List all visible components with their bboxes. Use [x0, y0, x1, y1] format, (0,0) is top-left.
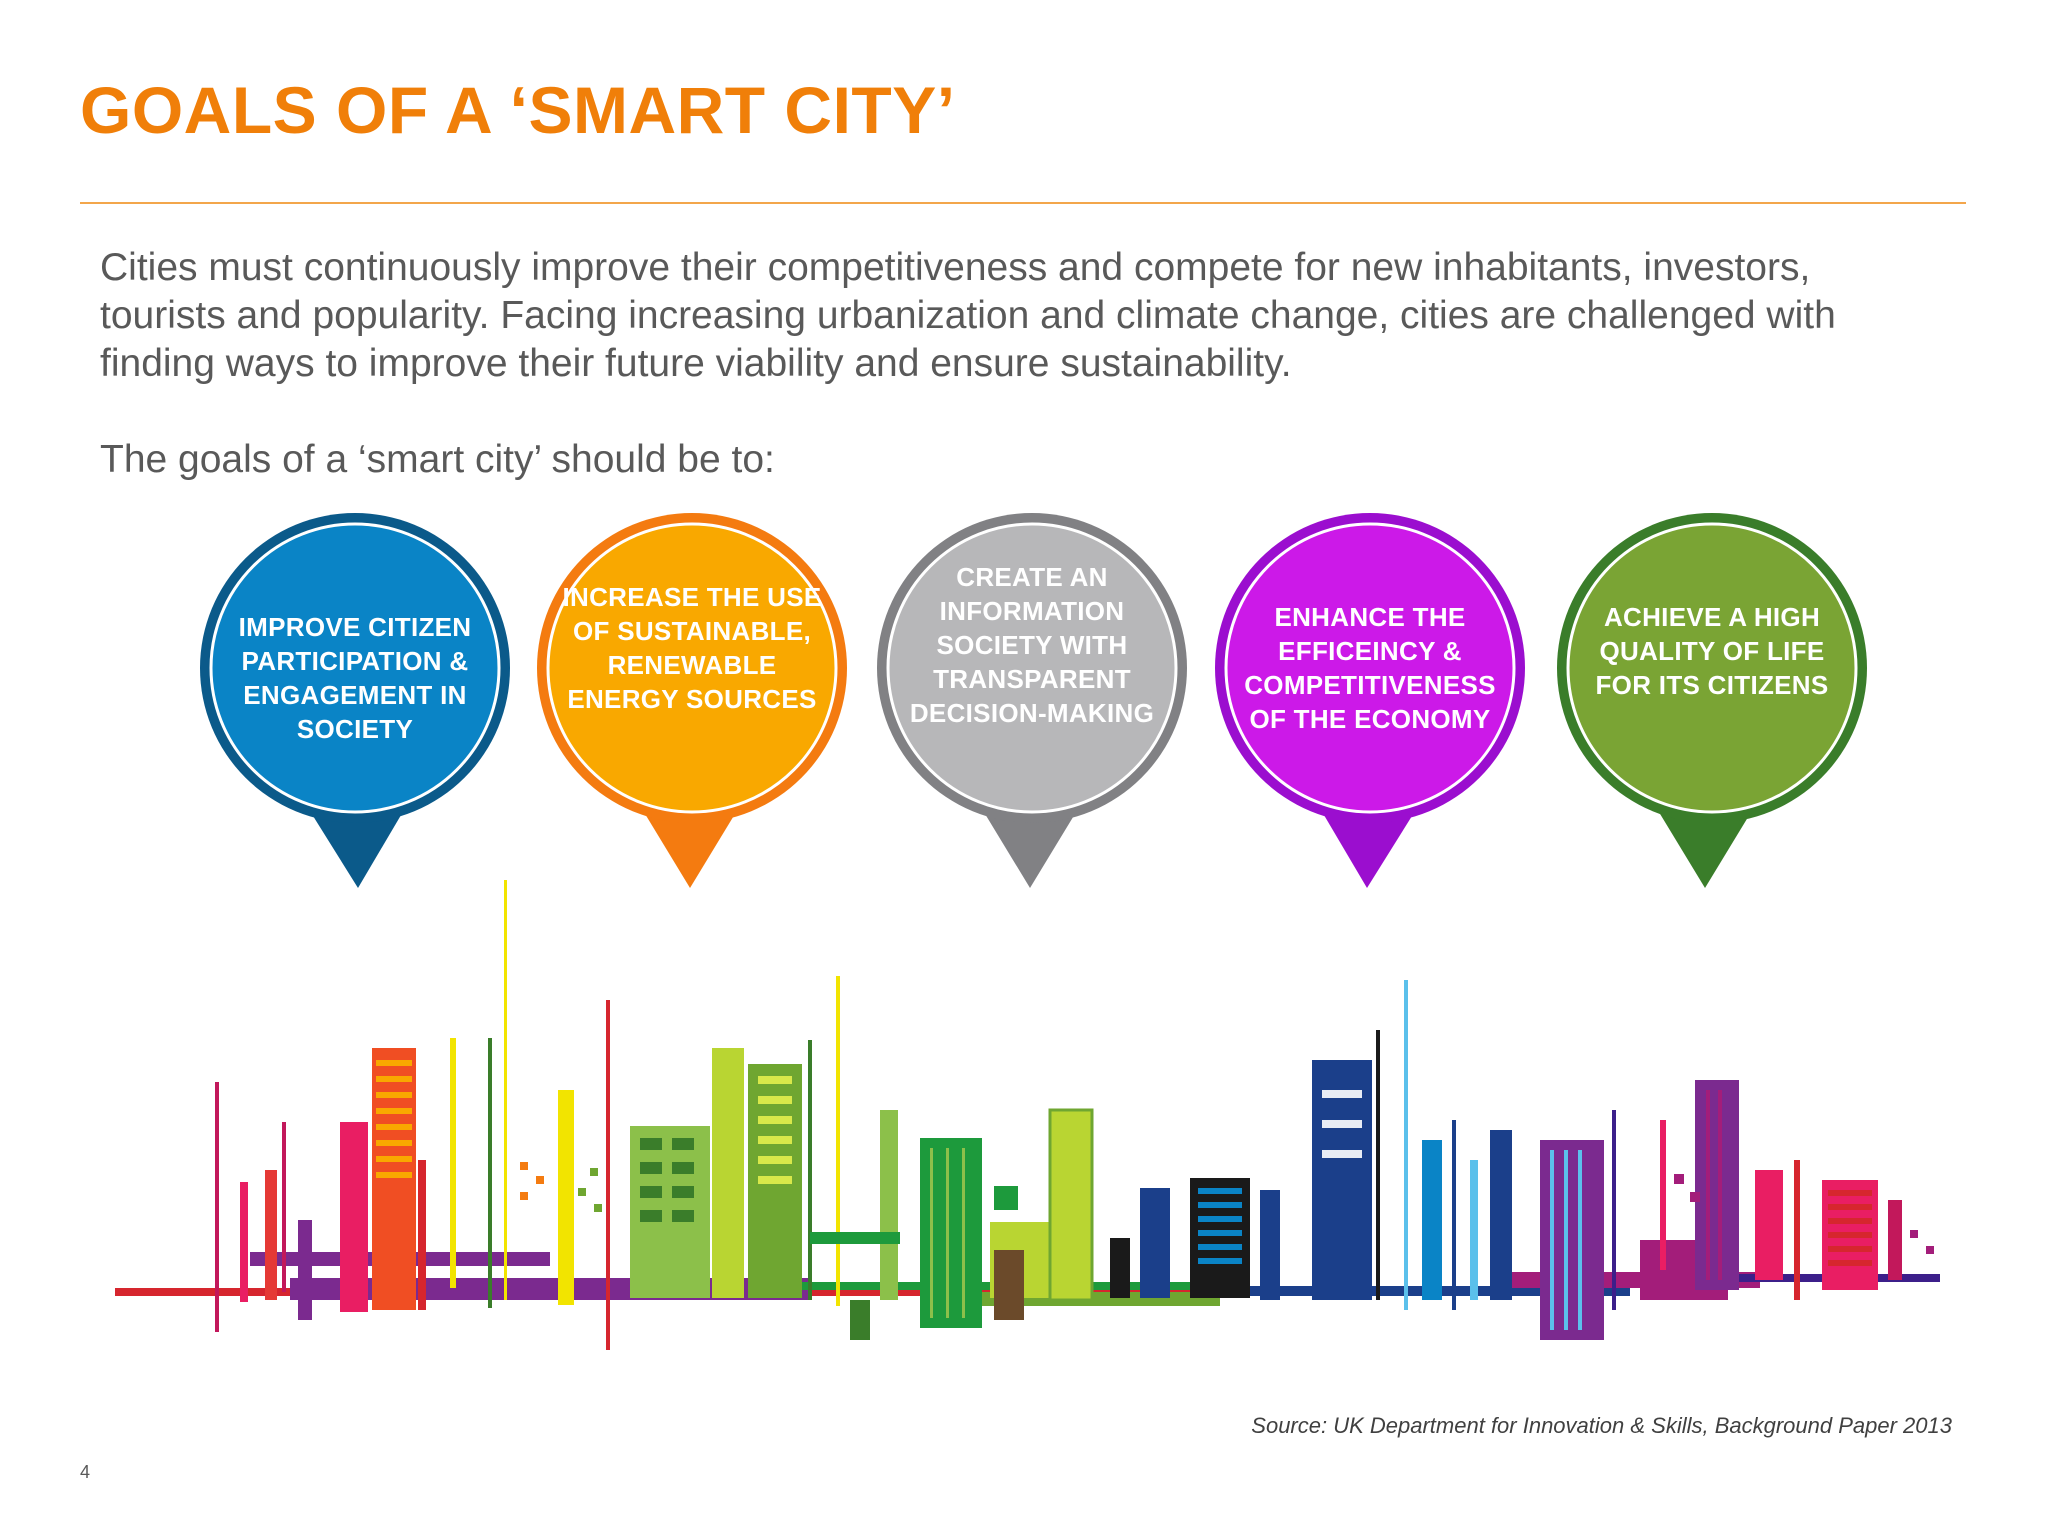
goal-label-2: INCREASE THE USE OF SUSTAINABLE, RENEWAB… [562, 582, 822, 714]
goal-label-1: IMPROVE CITIZEN PARTICIPATION & ENGAGEME… [238, 612, 472, 744]
goal-pin-1 [200, 513, 510, 888]
goals-lead-in: The goals of a ‘smart city’ should be to… [100, 438, 775, 481]
goal-label-4: ENHANCE THE EFFICEINCY & COMPETITIVENESS… [1244, 602, 1496, 734]
city-skyline-illustration [115, 880, 1940, 1350]
source-citation: Source: UK Department for Innovation & S… [1251, 1413, 1952, 1438]
intro-text: Cities must continuously improve their c… [100, 244, 1920, 484]
goal-pin-2 [537, 513, 847, 888]
goal-label-3: CREATE AN INFORMATION SOCIETY WITH TRANS… [909, 562, 1155, 728]
slide-title: GOALS OF A ‘SMART CITY’ [80, 73, 956, 147]
goal-pin-5 [1557, 513, 1867, 888]
intro-paragraph: Cities must continuously improve their c… [100, 246, 1836, 385]
goal-pin-3 [877, 513, 1187, 888]
page-number: 4 [80, 1462, 91, 1482]
goal-label-5: ACHIEVE A HIGH QUALITY OF LIFE FOR ITS C… [1595, 602, 1829, 700]
goal-pin-4 [1215, 513, 1525, 888]
title-divider [80, 202, 1966, 204]
